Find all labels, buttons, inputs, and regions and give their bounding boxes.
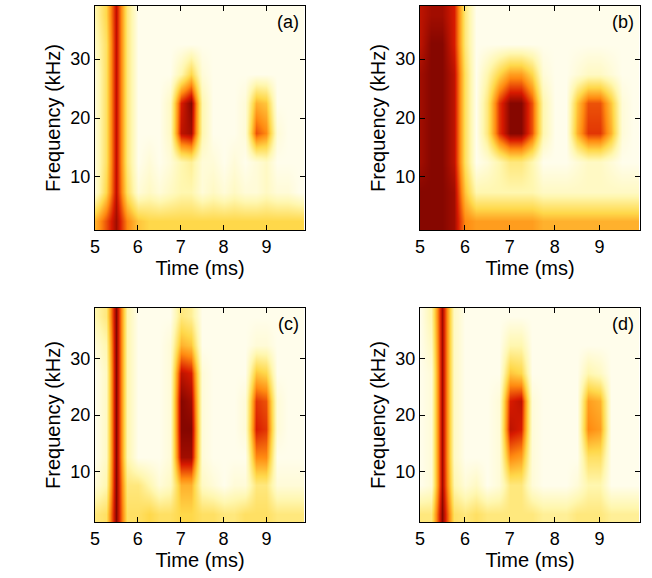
svg-text:Frequency (kHz): Frequency (kHz) [42,341,64,489]
svg-text:7: 7 [176,529,186,549]
svg-text:6: 6 [133,237,143,257]
svg-text:8: 8 [550,237,560,257]
svg-text:30: 30 [395,49,415,69]
svg-text:Time (ms): Time (ms) [155,257,244,279]
svg-text:30: 30 [395,349,415,369]
svg-text:5: 5 [415,237,425,257]
svg-text:7: 7 [505,237,515,257]
svg-text:Time (ms): Time (ms) [485,257,574,279]
svg-text:5: 5 [90,529,100,549]
svg-text:Frequency (kHz): Frequency (kHz) [367,44,389,192]
svg-text:(a): (a) [277,12,299,32]
svg-text:8: 8 [219,237,229,257]
svg-text:6: 6 [460,237,470,257]
svg-text:30: 30 [70,349,90,369]
svg-text:7: 7 [505,529,515,549]
svg-text:20: 20 [395,108,415,128]
svg-text:(d): (d) [612,314,634,334]
svg-text:10: 10 [395,167,415,187]
svg-text:5: 5 [415,529,425,549]
svg-text:8: 8 [550,529,560,549]
svg-text:30: 30 [70,49,90,69]
svg-text:10: 10 [70,462,90,482]
svg-text:Time (ms): Time (ms) [485,549,574,571]
svg-text:9: 9 [595,237,605,257]
svg-text:(c): (c) [278,314,299,334]
svg-text:Frequency (kHz): Frequency (kHz) [42,44,64,192]
svg-text:5: 5 [90,237,100,257]
svg-text:(b): (b) [612,12,634,32]
svg-text:10: 10 [395,462,415,482]
svg-text:20: 20 [70,405,90,425]
svg-text:9: 9 [261,237,271,257]
svg-text:8: 8 [219,529,229,549]
svg-text:7: 7 [176,237,186,257]
svg-text:20: 20 [395,405,415,425]
svg-text:6: 6 [133,529,143,549]
svg-text:Frequency (kHz): Frequency (kHz) [367,341,389,489]
svg-text:10: 10 [70,167,90,187]
svg-text:9: 9 [261,529,271,549]
svg-text:6: 6 [460,529,470,549]
svg-text:Time (ms): Time (ms) [155,549,244,571]
svg-text:20: 20 [70,108,90,128]
svg-text:9: 9 [595,529,605,549]
